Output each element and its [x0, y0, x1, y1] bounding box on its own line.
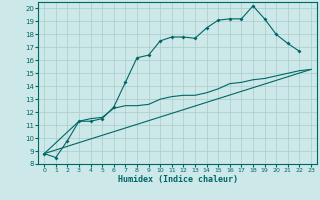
X-axis label: Humidex (Indice chaleur): Humidex (Indice chaleur) — [118, 175, 238, 184]
